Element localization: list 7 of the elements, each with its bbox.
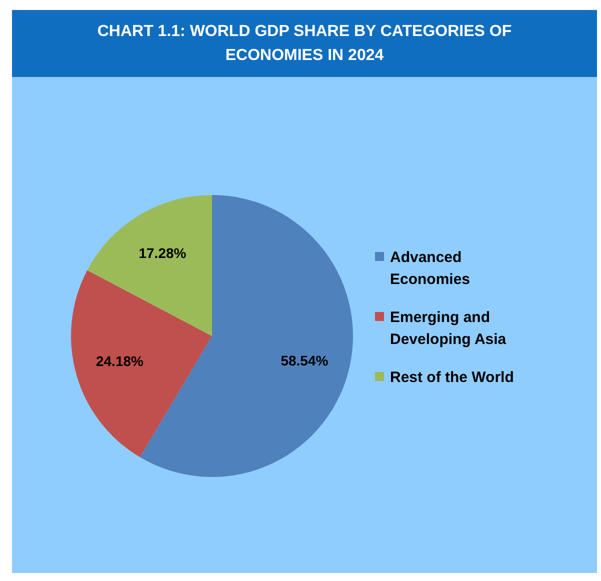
data-label: 17.28% [138, 244, 187, 261]
data-label: 24.18% [96, 352, 144, 369]
chart-title: CHART 1.1: WORLD GDP SHARE BY CATEGORIES OF ECONOMIES IN 2024 [96, 22, 513, 66]
data-label: 58.54% [280, 352, 329, 368]
legend-label: Advanced Economies [390, 248, 472, 290]
legend-label: Rest of the World [390, 368, 515, 388]
legend-label: Emerging and Developing Asia [390, 308, 508, 350]
